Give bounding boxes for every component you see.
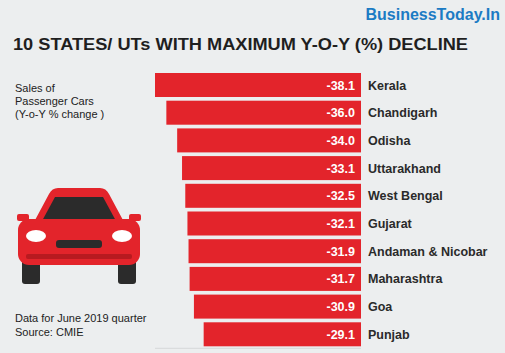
data-label: -36.0 bbox=[327, 106, 356, 120]
category-label: Chandigarh bbox=[368, 106, 437, 120]
x-axis bbox=[155, 348, 361, 349]
data-label: -31.7 bbox=[327, 272, 356, 286]
category-label: Goa bbox=[368, 300, 393, 314]
chart: BusinessToday.In 10 STATES/ UTs WITH MAXI… bbox=[0, 0, 505, 353]
data-label: -33.1 bbox=[327, 162, 356, 176]
data-label: -32.5 bbox=[327, 189, 356, 203]
bar bbox=[185, 184, 361, 208]
car-grille bbox=[56, 240, 102, 248]
car-windshield bbox=[42, 197, 116, 221]
category-label: Uttarakhand bbox=[368, 162, 441, 176]
bar bbox=[177, 128, 361, 152]
category-label: Andaman & Nicobar bbox=[368, 245, 488, 259]
car-headlight bbox=[26, 230, 46, 242]
category-label: Gujarat bbox=[368, 217, 413, 231]
background bbox=[0, 0, 505, 353]
category-label: West Bengal bbox=[368, 189, 443, 203]
subtitle: (Y-o-Y % change ) bbox=[15, 108, 104, 120]
bar bbox=[194, 295, 361, 319]
bar bbox=[187, 212, 361, 236]
data-label: -34.0 bbox=[327, 134, 356, 148]
bar bbox=[204, 322, 361, 346]
bar bbox=[189, 239, 361, 263]
car-body bbox=[18, 219, 140, 265]
category-label: Kerala bbox=[368, 79, 407, 93]
category-label: Maharashtra bbox=[368, 272, 443, 286]
bar bbox=[182, 156, 361, 180]
car-bumper bbox=[26, 254, 132, 259]
category-label: Punjab bbox=[368, 328, 410, 342]
data-label: -30.9 bbox=[327, 300, 356, 314]
header: BusinessToday.In bbox=[365, 6, 500, 23]
data-label: -29.1 bbox=[327, 328, 356, 342]
bar bbox=[166, 101, 361, 125]
car-roof bbox=[34, 188, 124, 222]
data-label: -31.9 bbox=[327, 245, 356, 259]
car-icon bbox=[17, 188, 141, 284]
title: 10 STATES/ UTs WITH MAXIMUM Y-O-Y (%) DE… bbox=[13, 36, 468, 53]
data-label: -38.1 bbox=[327, 79, 356, 93]
annotation: Source: CMIE bbox=[15, 326, 83, 338]
bar bbox=[155, 73, 361, 97]
labels: -38.1 Kerala -36.0 Chandigarh -34.0 Odisha -33… bbox=[327, 79, 488, 342]
subtitle: Passenger Cars bbox=[15, 95, 94, 107]
category-label: Odisha bbox=[368, 134, 411, 148]
car-headlight bbox=[112, 230, 132, 242]
bar bbox=[190, 267, 361, 291]
bars bbox=[155, 73, 361, 346]
annotation: Data for June 2019 quarter bbox=[15, 312, 147, 324]
data-label: -32.1 bbox=[327, 217, 356, 231]
subtitle: Sales of bbox=[15, 82, 56, 94]
